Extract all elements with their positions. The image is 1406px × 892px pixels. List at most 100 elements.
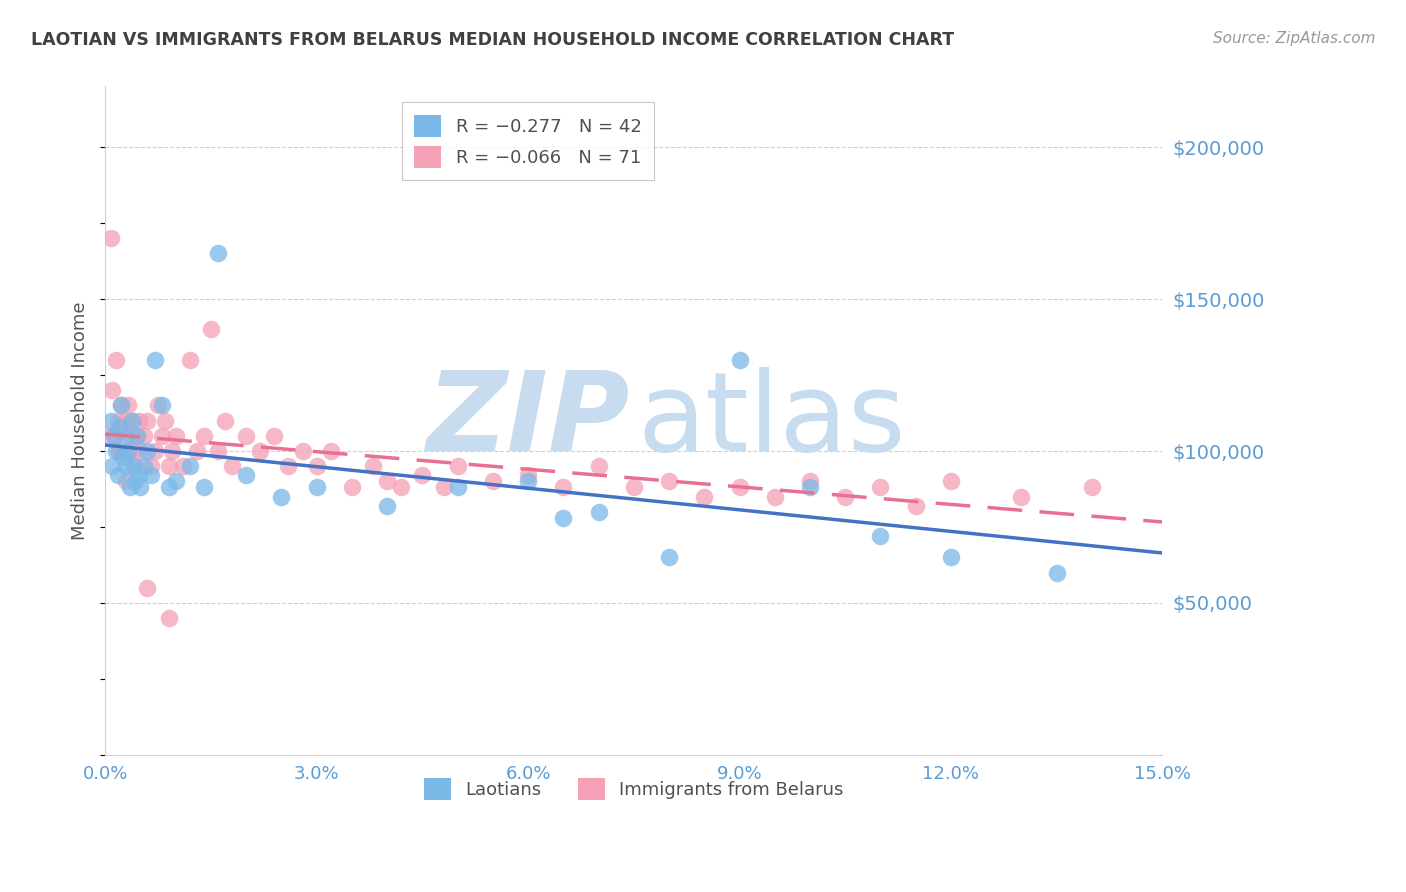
Point <box>235 468 257 483</box>
Point <box>249 444 271 458</box>
Point <box>207 444 229 458</box>
Point <box>107 468 129 483</box>
Point <box>411 468 433 483</box>
Text: LAOTIAN VS IMMIGRANTS FROM BELARUS MEDIAN HOUSEHOLD INCOME CORRELATION CHART: LAOTIAN VS IMMIGRANTS FROM BELARUS MEDIA… <box>31 31 955 49</box>
Point <box>157 459 180 474</box>
Point <box>200 322 222 336</box>
Point <box>517 468 540 483</box>
Point <box>235 429 257 443</box>
Point <box>588 505 610 519</box>
Point <box>305 481 328 495</box>
Point <box>446 459 468 474</box>
Point <box>157 481 180 495</box>
Point <box>136 414 159 428</box>
Point <box>179 459 201 474</box>
Point <box>143 444 166 458</box>
Point <box>763 490 786 504</box>
Point <box>186 444 208 458</box>
Text: atlas: atlas <box>637 368 905 475</box>
Point <box>115 444 138 458</box>
Point <box>115 459 138 474</box>
Point <box>799 475 821 489</box>
Point <box>277 459 299 474</box>
Point <box>1010 490 1032 504</box>
Point <box>588 459 610 474</box>
Point <box>221 459 243 474</box>
Point <box>728 481 751 495</box>
Point <box>146 399 169 413</box>
Point <box>869 529 891 543</box>
Point <box>340 481 363 495</box>
Point <box>834 490 856 504</box>
Point <box>139 468 162 483</box>
Point <box>658 550 681 565</box>
Point <box>319 444 342 458</box>
Point <box>118 481 141 495</box>
Point <box>103 429 125 443</box>
Point <box>100 231 122 245</box>
Point <box>291 444 314 458</box>
Point <box>165 475 187 489</box>
Point <box>125 429 148 443</box>
Point <box>103 429 125 443</box>
Y-axis label: Median Household Income: Median Household Income <box>72 301 89 540</box>
Point <box>623 481 645 495</box>
Point <box>97 429 120 443</box>
Point <box>160 444 183 458</box>
Point <box>136 444 159 458</box>
Point <box>517 475 540 489</box>
Point <box>132 459 155 474</box>
Legend: Laotians, Immigrants from Belarus: Laotians, Immigrants from Belarus <box>412 765 856 813</box>
Point <box>122 444 145 458</box>
Point <box>157 611 180 625</box>
Point <box>128 414 150 428</box>
Point <box>129 444 152 458</box>
Point <box>207 246 229 260</box>
Point <box>214 414 236 428</box>
Point <box>104 352 127 367</box>
Point <box>117 399 139 413</box>
Point <box>128 468 150 483</box>
Point <box>799 481 821 495</box>
Point <box>110 399 132 413</box>
Point <box>153 414 176 428</box>
Point <box>115 475 138 489</box>
Point <box>117 444 139 458</box>
Point <box>270 490 292 504</box>
Point <box>139 459 162 474</box>
Point <box>107 414 129 428</box>
Point <box>446 481 468 495</box>
Point <box>150 399 173 413</box>
Point <box>432 481 454 495</box>
Point <box>124 475 146 489</box>
Point <box>553 481 575 495</box>
Point <box>939 550 962 565</box>
Point <box>389 481 412 495</box>
Point <box>305 459 328 474</box>
Point <box>375 475 398 489</box>
Point <box>108 444 131 458</box>
Point <box>118 429 141 443</box>
Point <box>111 419 134 434</box>
Point <box>101 459 124 474</box>
Point <box>132 429 155 443</box>
Point <box>121 414 143 428</box>
Point <box>136 581 159 595</box>
Point <box>482 475 505 489</box>
Point <box>193 429 215 443</box>
Point <box>110 399 132 413</box>
Point <box>553 511 575 525</box>
Point <box>263 429 285 443</box>
Point <box>129 481 152 495</box>
Point <box>375 499 398 513</box>
Point <box>108 419 131 434</box>
Point <box>869 481 891 495</box>
Point <box>125 429 148 443</box>
Point <box>361 459 384 474</box>
Point <box>172 459 194 474</box>
Point <box>104 444 127 458</box>
Point <box>121 414 143 428</box>
Text: Source: ZipAtlas.com: Source: ZipAtlas.com <box>1212 31 1375 46</box>
Point <box>108 444 131 458</box>
Point <box>1046 566 1069 580</box>
